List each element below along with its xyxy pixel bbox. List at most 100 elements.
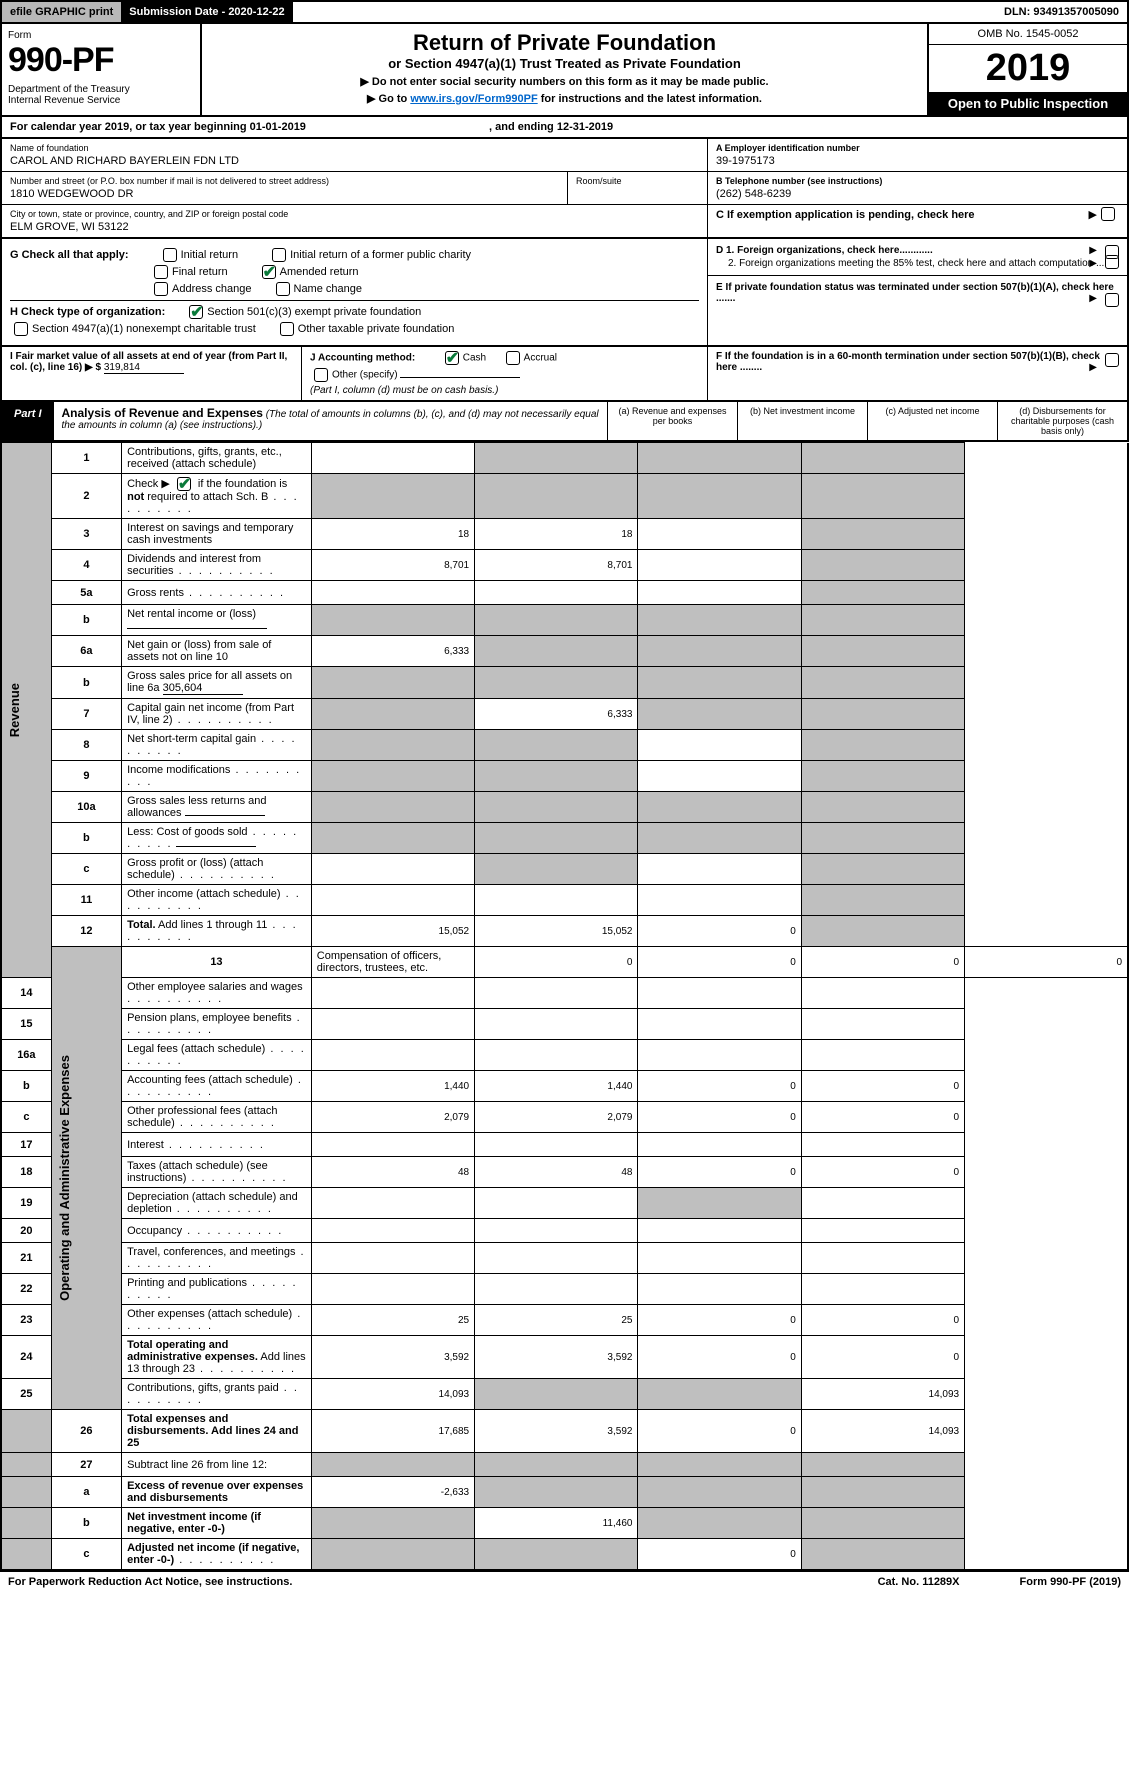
501c3-label: Section 501(c)(3) exempt private foundat… (207, 306, 421, 318)
r24-a: 3,592 (311, 1336, 474, 1379)
r24-d: 0 (801, 1336, 964, 1379)
r16c-d: 0 (801, 1102, 964, 1133)
row-27b: Net investment income (if negative, ente… (122, 1508, 312, 1539)
row-4: Dividends and interest from securities (122, 550, 312, 581)
calendar-year: For calendar year 2019, or tax year begi… (0, 117, 1129, 139)
final-return-label: Final return (172, 266, 228, 278)
4947-checkbox[interactable] (14, 322, 28, 336)
row-16c: Other professional fees (attach schedule… (122, 1102, 312, 1133)
r12-c: 0 (638, 916, 801, 947)
footer: For Paperwork Reduction Act Notice, see … (0, 1571, 1129, 1592)
r18-c: 0 (638, 1157, 801, 1188)
addr-change-checkbox[interactable] (154, 282, 168, 296)
tel-label: B Telephone number (see instructions) (716, 176, 1119, 186)
dln: DLN: 93491357005090 (996, 2, 1127, 22)
row-13: Compensation of officers, directors, tru… (311, 947, 474, 978)
accrual-checkbox[interactable] (506, 351, 520, 365)
r16c-c: 0 (638, 1102, 801, 1133)
r26-d: 14,093 (801, 1410, 964, 1453)
r16b-b: 1,440 (475, 1071, 638, 1102)
row-23: Other expenses (attach schedule) (122, 1305, 312, 1336)
row-20: Occupancy (122, 1219, 312, 1243)
r13-b: 0 (638, 947, 801, 978)
e-checkbox[interactable] (1105, 293, 1119, 307)
accrual-label: Accrual (524, 353, 557, 364)
instruction-1: ▶ Do not enter social security numbers o… (208, 75, 921, 88)
row-27c: Adjusted net income (if negative, enter … (122, 1539, 312, 1571)
footer-mid: Cat. No. 11289X (878, 1576, 960, 1588)
row-27: Subtract line 26 from line 12: (122, 1453, 312, 1477)
row-22: Printing and publications (122, 1274, 312, 1305)
d2-checkbox[interactable] (1105, 255, 1119, 269)
row-7: Capital gain net income (from Part IV, l… (122, 699, 312, 730)
r24-c: 0 (638, 1336, 801, 1379)
omb-number: OMB No. 1545-0052 (929, 24, 1127, 45)
name-change-checkbox[interactable] (276, 282, 290, 296)
501c3-checkbox[interactable] (189, 305, 203, 319)
r6a-a: 6,333 (311, 636, 474, 667)
addr-label: Number and street (or P.O. box number if… (10, 176, 559, 186)
initial-return-checkbox[interactable] (163, 248, 177, 262)
row-19: Depreciation (attach schedule) and deple… (122, 1188, 312, 1219)
open-public: Open to Public Inspection (929, 92, 1127, 115)
row-8: Net short-term capital gain (122, 730, 312, 761)
f-checkbox[interactable] (1105, 353, 1119, 367)
cash-checkbox[interactable] (445, 351, 459, 365)
footer-right: Form 990-PF (2019) (1020, 1576, 1121, 1588)
r27c-c: 0 (638, 1539, 801, 1571)
h-label: H Check type of organization: (10, 306, 165, 318)
row-11: Other income (attach schedule) (122, 885, 312, 916)
r16b-a: 1,440 (311, 1071, 474, 1102)
r25-a: 14,093 (311, 1379, 474, 1410)
foundation-name: CAROL AND RICHARD BAYERLEIN FDN LTD (10, 153, 699, 167)
row-26: Total expenses and disbursements. Add li… (122, 1410, 312, 1453)
r26-a: 17,685 (311, 1410, 474, 1453)
schb-checkbox[interactable] (177, 477, 191, 491)
r23-a: 25 (311, 1305, 474, 1336)
initial-return-label: Initial return (181, 249, 238, 261)
other-method-checkbox[interactable] (314, 368, 328, 382)
final-return-checkbox[interactable] (154, 265, 168, 279)
r16c-b: 2,079 (475, 1102, 638, 1133)
form-title: Return of Private Foundation (208, 30, 921, 56)
r6b-val: 305,604 (163, 682, 243, 695)
form-subtitle: or Section 4947(a)(1) Trust Treated as P… (208, 56, 921, 71)
row-14: Other employee salaries and wages (122, 978, 312, 1009)
r16c-a: 2,079 (311, 1102, 474, 1133)
r27b-b: 11,460 (475, 1508, 638, 1539)
row-1: Contributions, gifts, grants, etc., rece… (122, 443, 312, 474)
revenue-label: Revenue (7, 683, 22, 737)
amended-return-checkbox[interactable] (262, 265, 276, 279)
efile-label: efile GRAPHIC print (2, 2, 121, 22)
submission-date: Submission Date - 2020-12-22 (121, 2, 292, 22)
calyear-begin: 01-01-2019 (250, 121, 306, 133)
f-label: F If the foundation is in a 60-month ter… (716, 351, 1100, 373)
d1-label: D 1. Foreign organizations, check here..… (716, 245, 933, 256)
r13-d: 0 (965, 947, 1128, 978)
fmv-section: I Fair market value of all assets at end… (0, 347, 1129, 402)
row-27a: Excess of revenue over expenses and disb… (122, 1477, 312, 1508)
r18-a: 48 (311, 1157, 474, 1188)
part1-title: Analysis of Revenue and Expenses (62, 406, 263, 420)
col-b-head: (b) Net investment income (737, 402, 867, 440)
city: ELM GROVE, WI 53122 (10, 219, 699, 233)
part1-header: Part I Analysis of Revenue and Expenses … (0, 402, 1129, 442)
r16b-d: 0 (801, 1071, 964, 1102)
amended-return-label: Amended return (280, 266, 359, 278)
initial-public-checkbox[interactable] (272, 248, 286, 262)
irs-link[interactable]: www.irs.gov/Form990PF (410, 93, 537, 105)
r13-a: 0 (475, 947, 638, 978)
fmv-amount: 319,814 (104, 362, 184, 374)
other-taxable-checkbox[interactable] (280, 322, 294, 336)
r26-c: 0 (638, 1410, 801, 1453)
row-25: Contributions, gifts, grants paid (122, 1379, 312, 1410)
row-10c: Gross profit or (loss) (attach schedule) (122, 854, 312, 885)
row-10a: Gross sales less returns and allowances (122, 792, 312, 823)
row-5a: Gross rents (122, 581, 312, 605)
r18-b: 48 (475, 1157, 638, 1188)
c-checkbox[interactable] (1101, 207, 1115, 221)
row-6b: Gross sales price for all assets on line… (122, 667, 312, 699)
instruction-2: ▶ Go to www.irs.gov/Form990PF for instru… (208, 92, 921, 105)
form-header: Form 990-PF Department of the Treasury I… (0, 24, 1129, 117)
form-word: Form (8, 30, 194, 41)
